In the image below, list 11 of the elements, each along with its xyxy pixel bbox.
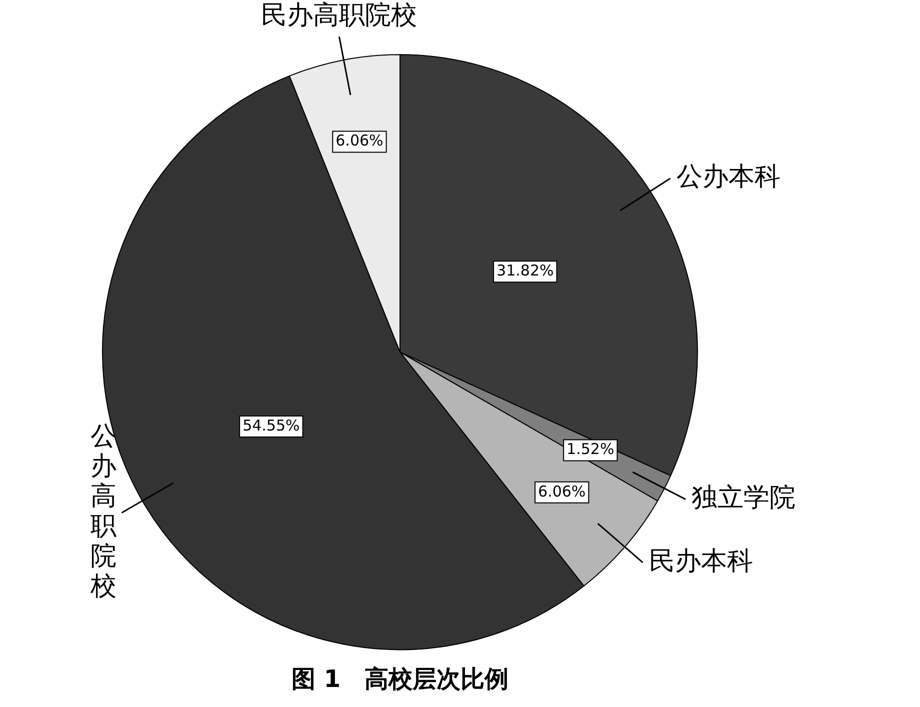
slice-label: 独立学院 (692, 483, 796, 514)
data-label: 31.82% (496, 262, 554, 280)
data-label: 1.52% (566, 440, 614, 458)
slice-label: 民办高职院校 (261, 0, 418, 30)
data-label: 54.55% (242, 416, 300, 434)
data-label: 6.06% (538, 482, 586, 500)
slice-label: 民办本科 (648, 546, 753, 576)
slice-label: 公办本科 (676, 162, 780, 192)
slice-label: 公办高职院校 (90, 421, 117, 602)
text: 图 1 高校层次比例 (291, 664, 509, 693)
data-label: 6.06% (336, 132, 384, 150)
